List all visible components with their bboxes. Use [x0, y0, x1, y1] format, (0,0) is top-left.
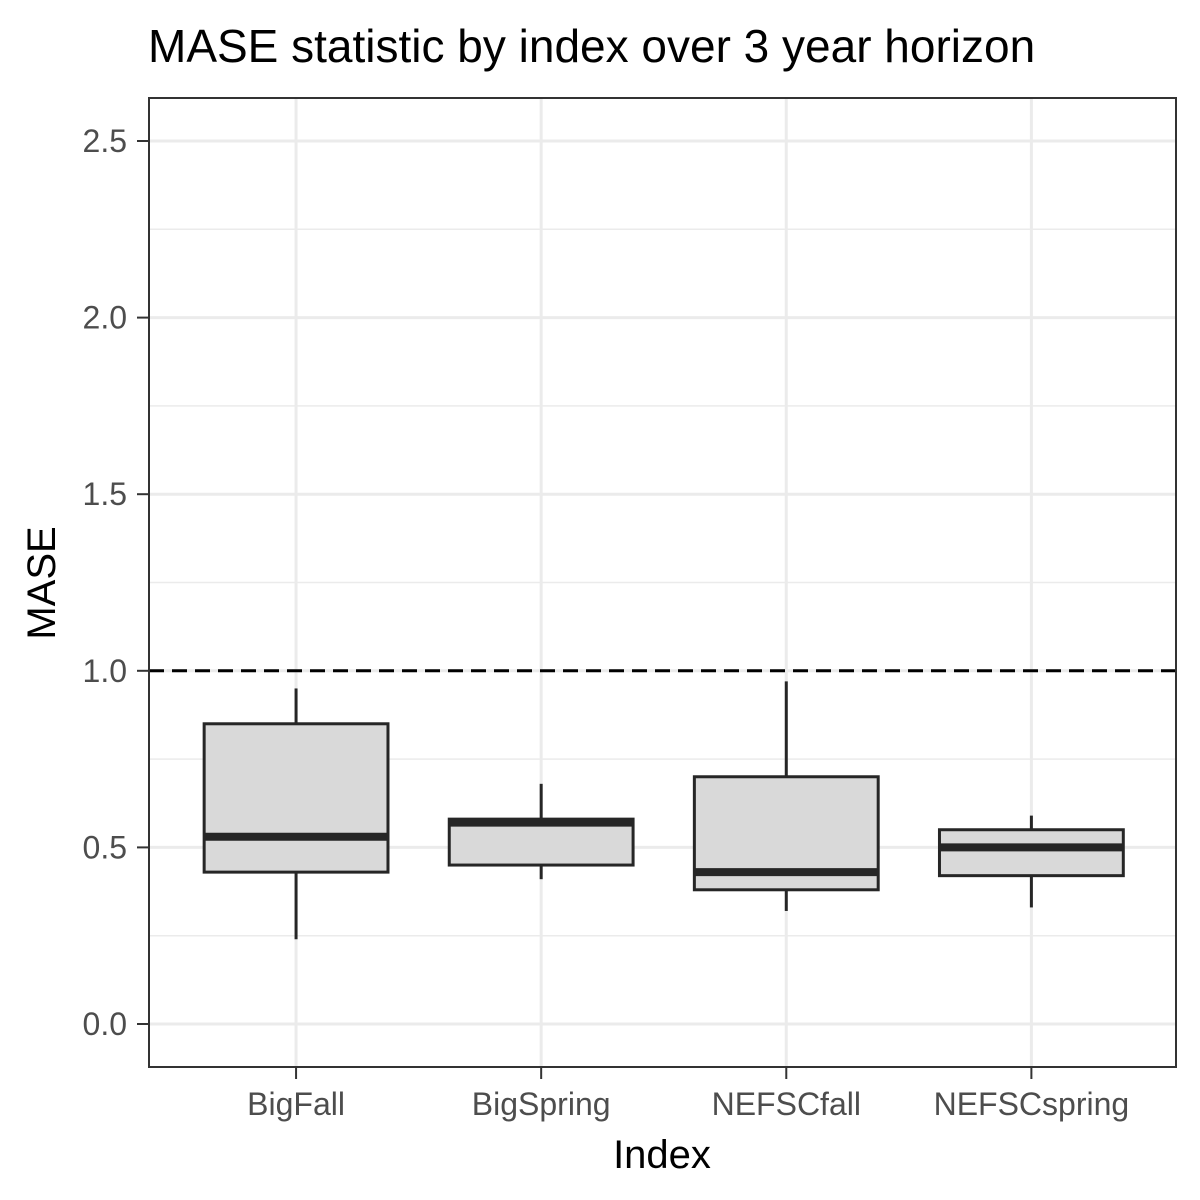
panel-border: [148, 97, 1177, 1068]
boxplot-series: [202, 681, 1125, 940]
x-tick-label: NEFSCfall: [712, 1086, 861, 1122]
x-tick-label: BigSpring: [472, 1086, 611, 1122]
y-tick-label: 1.0: [83, 653, 127, 689]
y-axis-title: MASE: [20, 526, 64, 639]
y-tick-label: 0.5: [83, 829, 127, 865]
box-NEFSCspring: [937, 815, 1125, 908]
chart-title: MASE statistic by index over 3 year hori…: [148, 20, 1035, 72]
x-axis-title: Index: [613, 1133, 711, 1177]
box-body: [202, 722, 390, 874]
y-tick-label: 2.5: [83, 123, 127, 159]
y-tick-label: 1.5: [83, 476, 127, 512]
axes: 0.0 0.5 1.0 1.5 2.0 2.5 BigFall BigSpring NEFSCf…: [83, 123, 1130, 1122]
x-tick-label: NEFSCspring: [934, 1086, 1130, 1122]
y-tick-label: 0.0: [83, 1006, 127, 1042]
box-BigFall: [202, 688, 390, 940]
y-tick-label: 2.0: [83, 300, 127, 336]
grid-lines: [149, 98, 1176, 1067]
x-tick-label: BigFall: [247, 1086, 345, 1122]
box-BigSpring: [447, 783, 635, 880]
box-body: [937, 828, 1125, 878]
box-NEFSCfall: [692, 681, 880, 911]
